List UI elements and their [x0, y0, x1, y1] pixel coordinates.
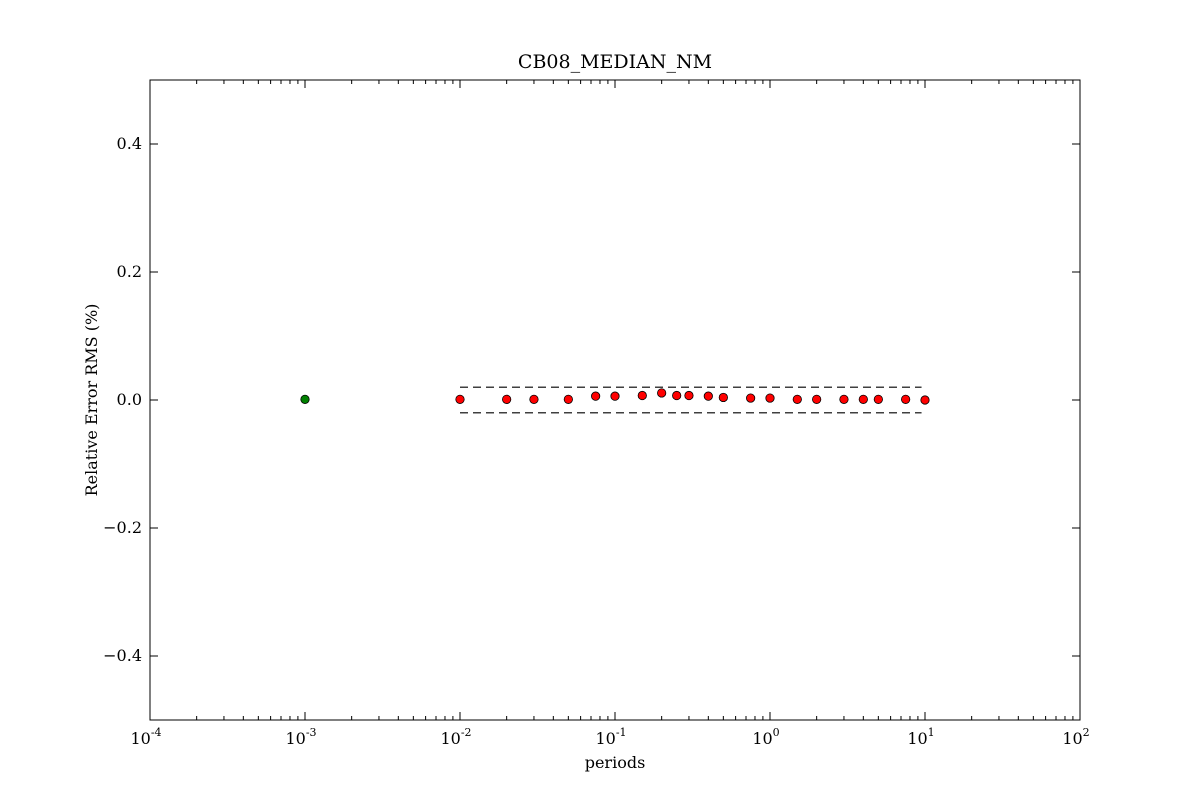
- data-point: [610, 391, 620, 401]
- data-point: [718, 392, 728, 403]
- data-point: [672, 390, 682, 401]
- data-point: [703, 391, 713, 401]
- chart-title: CB08_MEDIAN_NM: [518, 51, 712, 73]
- data-point: [901, 394, 911, 404]
- data-point: [563, 394, 573, 404]
- data-point: [858, 394, 868, 404]
- y-tick-label: 0.2: [117, 262, 142, 281]
- data-point: [792, 394, 802, 404]
- data-point: [746, 393, 756, 403]
- data-point: [873, 394, 883, 404]
- data-point: [684, 390, 694, 401]
- data-point: [920, 395, 930, 405]
- data-point: [657, 388, 667, 398]
- x-axis-label: periods: [585, 753, 646, 772]
- data-point: [502, 394, 512, 404]
- data-point: [300, 394, 310, 404]
- y-tick-label: 0.4: [117, 134, 142, 153]
- data-point: [765, 393, 775, 403]
- data-point: [591, 391, 601, 401]
- data-point: [637, 390, 647, 401]
- data-point: [812, 394, 822, 404]
- plot-area: 10-4 10-3 10-2 10-1 100 101 1020.40.20.0−0.2−0…: [103, 79, 1090, 748]
- data-point: [455, 394, 465, 404]
- y-tick-label: −0.2: [103, 518, 142, 537]
- data-point: [839, 394, 849, 404]
- y-axis-label: Relative Error RMS (%): [82, 304, 101, 497]
- y-tick-label: −0.4: [103, 646, 142, 665]
- y-tick-label: 0.0: [117, 390, 142, 409]
- data-point: [529, 394, 539, 404]
